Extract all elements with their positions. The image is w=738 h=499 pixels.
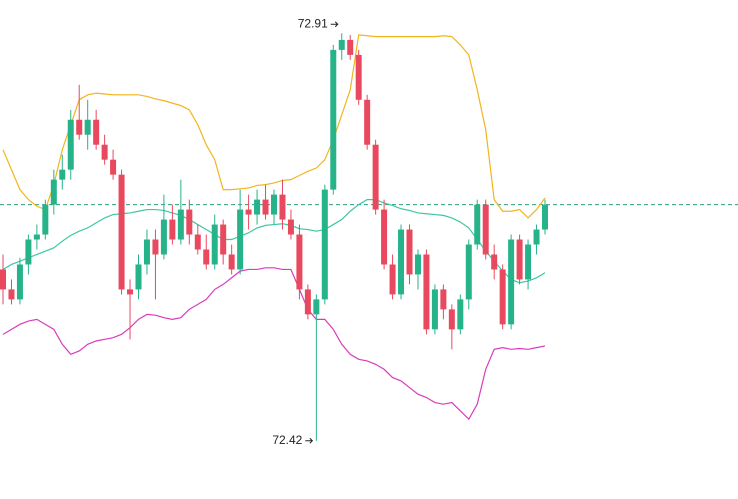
candle-body [16, 264, 23, 300]
candle-body [414, 254, 421, 275]
candle-body [110, 159, 117, 175]
candle-body [76, 119, 83, 135]
candle-body [321, 189, 328, 300]
candle-body [220, 224, 227, 255]
candle-body [330, 49, 337, 190]
candle-body [8, 289, 15, 300]
candle-body [431, 289, 438, 330]
candle-body [423, 254, 430, 330]
candle-body [279, 194, 286, 220]
candle-body [491, 254, 498, 270]
candle-body [287, 219, 294, 235]
candle-body [152, 239, 159, 255]
candle-body [271, 194, 277, 215]
candle-body [398, 229, 405, 295]
candle-body [525, 244, 532, 280]
candle-body [245, 209, 252, 215]
candle-body [499, 269, 506, 325]
candle-body [457, 299, 464, 330]
annotation-label: 72.42 [272, 433, 302, 447]
candle-body [355, 54, 362, 100]
candle-body [304, 289, 311, 315]
candle-body [406, 229, 413, 275]
candle-body [440, 289, 447, 310]
candle-body [542, 204, 548, 230]
candle-body [177, 209, 184, 240]
candle-body [516, 239, 523, 280]
candle-body [313, 299, 320, 315]
candle-body [372, 144, 379, 210]
annotation-arrow [305, 437, 314, 444]
candle-body [389, 264, 396, 295]
candle-body [347, 39, 354, 55]
candle-body [533, 229, 540, 245]
candle-body [194, 234, 201, 250]
annotation-arrow [330, 21, 339, 28]
candle-body [25, 239, 32, 265]
candle-body [169, 219, 176, 240]
candle-body [0, 269, 6, 290]
candle-body [84, 119, 91, 135]
candle-body [101, 144, 108, 160]
candle-body [254, 199, 261, 215]
candle-body [338, 39, 345, 50]
candle-body [448, 309, 455, 330]
candle-body [127, 289, 134, 295]
candle-body [474, 204, 481, 245]
candle-body [50, 179, 57, 205]
candle-body [381, 209, 388, 265]
candle-body [211, 224, 218, 265]
candle-body [118, 174, 125, 290]
candle-body [186, 209, 193, 235]
candle-body [228, 254, 235, 270]
candle-body [296, 234, 303, 290]
candle-body [143, 239, 150, 265]
candle-body [67, 119, 74, 170]
candle-body [33, 234, 40, 240]
candle-body [59, 169, 66, 180]
candle-body [93, 119, 100, 145]
annotation-label: 72.91 [298, 16, 328, 30]
candle-body [203, 249, 210, 265]
band-line [2, 34, 546, 219]
candle-body [135, 264, 142, 290]
candle-body [237, 209, 244, 270]
candle-body [508, 239, 515, 325]
candle-body [42, 204, 49, 235]
candle-body [482, 204, 489, 255]
band-line [2, 267, 546, 421]
candle-body [465, 244, 472, 300]
candle-body [364, 99, 371, 145]
candle-body [160, 219, 167, 255]
candle-body [262, 199, 269, 215]
